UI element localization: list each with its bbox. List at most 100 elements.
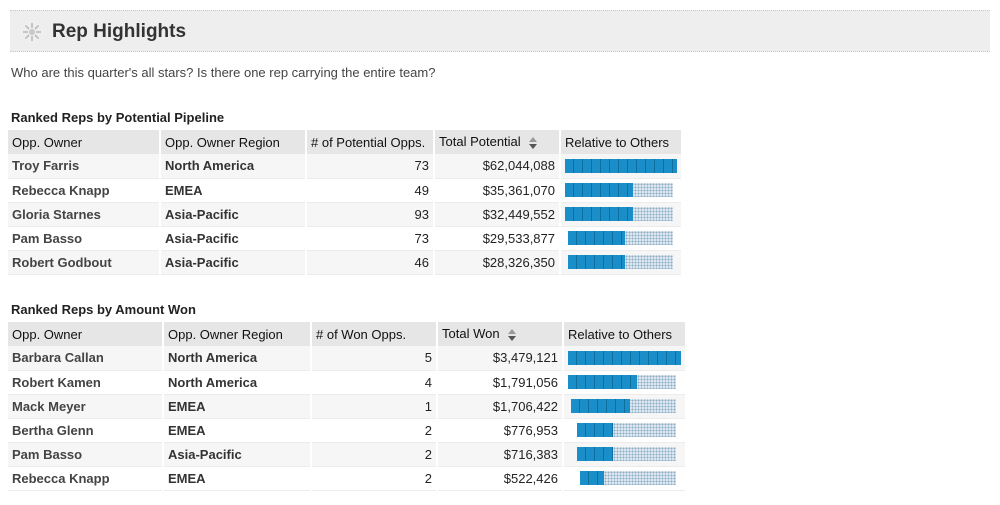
count-cell: 2 <box>311 466 438 491</box>
relative-bar-cell <box>563 466 687 491</box>
table-row[interactable]: Troy Farris North America 73 $62,044,088 <box>8 154 683 179</box>
total-cell: $35,361,070 <box>434 178 561 203</box>
relative-bar <box>568 350 681 366</box>
total-cell: $522,426 <box>437 466 564 491</box>
pipeline-table: Opp. Owner Opp. Owner Region # of Potent… <box>8 130 683 275</box>
relative-bar-fill <box>580 471 604 485</box>
region-cell: EMEA <box>163 418 312 443</box>
relative-bar-fill <box>568 255 625 269</box>
total-cell: $1,706,422 <box>437 394 564 419</box>
won-table-caption: Ranked Reps by Amount Won <box>11 302 196 317</box>
owner-cell: Pam Basso <box>8 442 164 467</box>
table-header-row: Opp. Owner Opp. Owner Region # of Won Op… <box>8 322 687 346</box>
relative-bar-fill <box>565 207 633 221</box>
relative-bar <box>565 158 677 174</box>
count-cell: 73 <box>306 226 435 251</box>
column-header-relative[interactable]: Relative to Others <box>563 322 687 346</box>
relative-bar-fill <box>568 231 625 245</box>
relative-bar <box>568 374 681 390</box>
region-cell: Asia-Pacific <box>160 202 307 227</box>
column-header-total-label: Total Won <box>442 326 500 342</box>
region-cell: Asia-Pacific <box>160 226 307 251</box>
count-cell: 93 <box>306 202 435 227</box>
column-header-relative[interactable]: Relative to Others <box>560 130 683 154</box>
table-row[interactable]: Pam Basso Asia-Pacific 2 $716,383 <box>8 442 687 467</box>
relative-bar <box>565 182 677 198</box>
owner-cell: Bertha Glenn <box>8 418 164 443</box>
table-row[interactable]: Barbara Callan North America 5 $3,479,121 <box>8 346 687 371</box>
won-table-body: Barbara Callan North America 5 $3,479,121 Ro… <box>8 346 687 491</box>
total-cell: $1,791,056 <box>437 370 564 395</box>
relative-bar-cell <box>563 394 687 419</box>
owner-cell: Troy Farris <box>8 154 161 179</box>
table-row[interactable]: Robert Kamen North America 4 $1,791,056 <box>8 370 687 395</box>
relative-bar-cell <box>560 250 683 275</box>
section-header: Rep Highlights <box>10 10 990 52</box>
count-cell: 49 <box>306 178 435 203</box>
total-cell: $716,383 <box>437 442 564 467</box>
table-row[interactable]: Pam Basso Asia-Pacific 73 $29,533,877 <box>8 226 683 251</box>
relative-bar-fill <box>568 350 681 365</box>
table-header-row: Opp. Owner Opp. Owner Region # of Potent… <box>8 130 683 154</box>
count-cell: 1 <box>311 394 438 419</box>
column-header-owner[interactable]: Opp. Owner <box>8 322 164 346</box>
table-row[interactable]: Bertha Glenn EMEA 2 $776,953 <box>8 418 687 443</box>
owner-cell: Rebecca Knapp <box>8 178 161 203</box>
owner-cell: Gloria Starnes <box>8 202 161 227</box>
region-cell: North America <box>163 370 312 395</box>
column-header-region[interactable]: Opp. Owner Region <box>160 130 307 154</box>
column-header-total[interactable]: Total Won <box>437 322 564 346</box>
burst-icon <box>22 22 42 42</box>
pipeline-table-caption: Ranked Reps by Potential Pipeline <box>11 110 225 125</box>
count-cell: 46 <box>306 250 435 275</box>
owner-cell: Mack Meyer <box>8 394 164 419</box>
relative-bar <box>565 206 677 222</box>
owner-cell: Rebecca Knapp <box>8 466 164 491</box>
relative-bar-fill <box>571 399 630 413</box>
table-row[interactable]: Gloria Starnes Asia-Pacific 93 $32,449,552 <box>8 202 683 227</box>
total-cell: $3,479,121 <box>437 346 564 371</box>
relative-bar <box>568 446 681 462</box>
column-header-total-label: Total Potential <box>439 134 521 150</box>
relative-bar <box>568 398 681 414</box>
region-cell: EMEA <box>163 394 312 419</box>
total-cell: $776,953 <box>437 418 564 443</box>
table-row[interactable]: Rebecca Knapp EMEA 49 $35,361,070 <box>8 178 683 203</box>
region-cell: North America <box>163 346 312 371</box>
count-cell: 2 <box>311 442 438 467</box>
relative-bar-fill <box>565 183 633 197</box>
relative-bar-cell <box>560 154 683 179</box>
sort-icon[interactable] <box>528 136 537 150</box>
table-row[interactable]: Rebecca Knapp EMEA 2 $522,426 <box>8 466 687 491</box>
region-cell: North America <box>160 154 307 179</box>
relative-bar-cell <box>563 418 687 443</box>
column-header-count[interactable]: # of Potential Opps. <box>306 130 435 154</box>
total-cell: $32,449,552 <box>434 202 561 227</box>
region-cell: EMEA <box>163 466 312 491</box>
relative-bar <box>565 254 677 270</box>
relative-bar-fill <box>577 447 613 461</box>
relative-bar-fill <box>577 423 613 437</box>
owner-cell: Barbara Callan <box>8 346 164 371</box>
table-row[interactable]: Robert Godbout Asia-Pacific 46 $28,326,350 <box>8 250 683 275</box>
table-row[interactable]: Mack Meyer EMEA 1 $1,706,422 <box>8 394 687 419</box>
column-header-owner[interactable]: Opp. Owner <box>8 130 161 154</box>
column-header-region[interactable]: Opp. Owner Region <box>163 322 312 346</box>
relative-bar-fill <box>565 158 677 173</box>
relative-bar <box>568 422 681 438</box>
total-cell: $29,533,877 <box>434 226 561 251</box>
column-header-total[interactable]: Total Potential <box>434 130 561 154</box>
relative-bar <box>565 230 677 246</box>
owner-cell: Robert Godbout <box>8 250 161 275</box>
sort-icon[interactable] <box>507 328 516 342</box>
count-cell: 2 <box>311 418 438 443</box>
won-table: Opp. Owner Opp. Owner Region # of Won Op… <box>8 322 687 491</box>
column-header-count[interactable]: # of Won Opps. <box>311 322 438 346</box>
relative-bar-fill <box>568 375 637 389</box>
relative-bar-cell <box>563 370 687 395</box>
count-cell: 4 <box>311 370 438 395</box>
relative-bar <box>568 470 681 486</box>
relative-bar-cell <box>560 178 683 203</box>
owner-cell: Pam Basso <box>8 226 161 251</box>
relative-bar-cell <box>560 202 683 227</box>
